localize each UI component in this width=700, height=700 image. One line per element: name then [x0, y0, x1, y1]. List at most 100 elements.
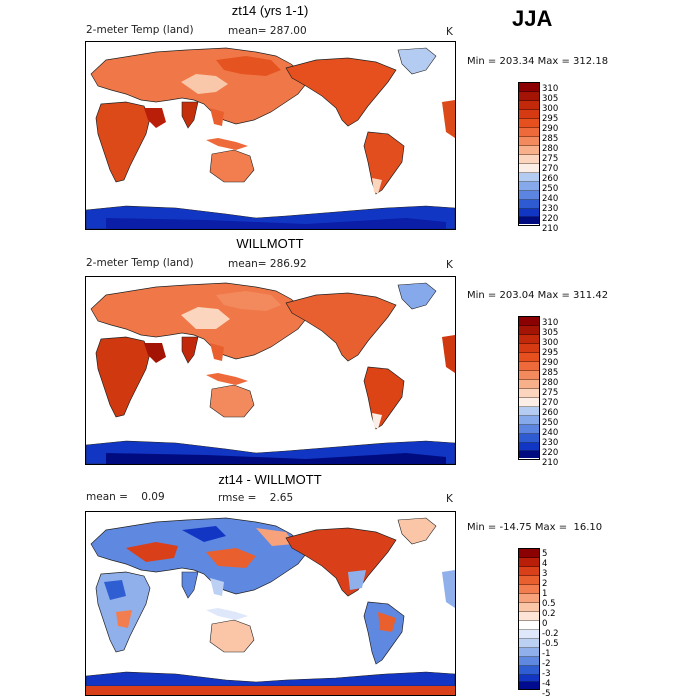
colorbar-tick-label: 280: [542, 378, 559, 388]
panel-1-variable-label: 2-meter Temp (land): [86, 24, 194, 36]
colorbar-tick-label: 250: [542, 418, 559, 428]
panel-3-map: [85, 511, 456, 696]
greenland: [397, 47, 437, 75]
australia-landmass: [209, 149, 255, 183]
colorbar-tick-label: 250: [542, 184, 559, 194]
arabia-landmass: [144, 108, 166, 128]
colorbar-tick-label: 220: [542, 214, 559, 224]
south-america-landmass: [363, 131, 405, 195]
warm-anomaly-patch: [378, 612, 396, 632]
colorbar-tick-label: 3: [542, 569, 548, 579]
colorbar-tick-label: 260: [542, 174, 559, 184]
colorbar-tick-label: 2: [542, 579, 548, 589]
colorbar-tick-label: 305: [542, 94, 559, 104]
colorbar-tick-label: 0: [542, 619, 548, 629]
australia-landmass: [209, 384, 255, 418]
panel-3-colorbar-labels: 5 4 3 2 1 0.5 0.2 0 -0.2 -0.5 -1 -2 -3 -…: [542, 549, 559, 699]
colorbar-tick-label: 275: [542, 388, 559, 398]
southeast-asia: [210, 578, 224, 596]
siberia-warm: [216, 56, 281, 76]
panel-1-mean-label: mean= 287.00: [228, 25, 307, 37]
panel-2-colorbar-labels: 310 305 300 295 290 285 280 275 270 260 …: [542, 318, 558, 468]
panel-2-colorbar: [518, 316, 540, 460]
africa-east-edge: [442, 335, 455, 373]
colorbar-tick-label: 5: [542, 549, 548, 559]
colorbar-tick-label: -5: [542, 689, 551, 699]
antarctica-deep: [106, 218, 446, 229]
colorbar-tick-label: 300: [542, 338, 559, 348]
southeast-asia: [210, 108, 224, 126]
panel-2-unit: K: [446, 259, 453, 271]
colorbar-tick-label: 310: [542, 84, 559, 94]
africa-landmass: [95, 101, 151, 183]
north-america-landmass: [285, 292, 397, 362]
arabia-landmass: [144, 343, 166, 363]
colorbar-tick-label: 295: [542, 114, 559, 124]
asia-europe-landmass: [90, 517, 307, 595]
colorbar-tick-label: 270: [542, 398, 559, 408]
panel-3-map-svg: [86, 517, 455, 695]
panel-2-minmax: Min = 203.04 Max = 311.42: [467, 290, 609, 301]
colorbar-tick-label: 4: [542, 559, 548, 569]
colorbar-tick-label: 220: [542, 448, 559, 458]
south-america-landmass: [363, 366, 405, 430]
south-america-landmass: [363, 601, 405, 665]
north-america-landmass: [285, 57, 397, 127]
colorbar-tick-label: -3: [542, 669, 551, 679]
panel-3-unit: K: [446, 493, 453, 505]
asia-cool-highlands: [181, 74, 228, 94]
cold-anomaly-patch: [104, 580, 126, 600]
colorbar-tick-label: 295: [542, 348, 559, 358]
panel-1-unit: K: [446, 26, 453, 38]
colorbar-tick-label: -2: [542, 659, 551, 669]
india-landmass: [181, 336, 199, 364]
panel-2-mean-label: mean= 286.92: [228, 258, 307, 270]
antarctica-deep: [106, 453, 446, 464]
patagonia: [372, 413, 382, 429]
colorbar-tick-label: 230: [542, 438, 559, 448]
indonesia-islands: [206, 138, 248, 150]
india-landmass: [181, 101, 199, 129]
colorbar-tick-label: -0.5: [542, 639, 559, 649]
panel-3-mean-label: mean = 0.09: [86, 491, 165, 503]
colorbar-tick-label: 0.5: [542, 599, 556, 609]
panel-1-minmax: Min = 203.34 Max = 312.18: [467, 56, 609, 67]
antarctica-landmass: [86, 671, 455, 687]
panel-1-colorbar: [518, 82, 540, 226]
patagonia: [372, 178, 382, 194]
colorbar-tick-label: 310: [542, 318, 559, 328]
panel-2-map: [85, 276, 456, 465]
greenland: [397, 282, 437, 310]
warm-anomaly-patch: [116, 610, 132, 628]
panel-1-title: zt14 (yrs 1-1): [231, 3, 309, 18]
panel-1-map: [85, 41, 456, 230]
panel-3-title: zt14 - WILLMOTT: [218, 472, 322, 487]
warm-anomaly-patch: [126, 542, 178, 562]
north-america-landmass: [285, 527, 397, 597]
colorbar-tick-label: -1: [542, 649, 551, 659]
siberia-mild: [216, 291, 281, 311]
india-landmass: [181, 571, 199, 599]
asia-cool-highlands: [181, 307, 230, 329]
colorbar-tick-label: 230: [542, 204, 559, 214]
colorbar-tick-label: 240: [542, 194, 559, 204]
indonesia-islands: [206, 373, 248, 385]
panel-3-rmse-label: rmse = 2.65: [218, 492, 294, 504]
colorbar-tick-label: 285: [542, 368, 559, 378]
panel-2-title: WILLMOTT: [236, 236, 304, 251]
panel-3-minmax: Min = -14.75 Max = 16.10: [467, 522, 603, 533]
panel-1-colorbar-labels: 310 305 300 295 290 285 280 275 270 260 …: [542, 84, 558, 234]
cold-anomaly-patch: [348, 570, 366, 590]
colorbar-tick-label: 305: [542, 328, 559, 338]
colorbar-tick-label: 290: [542, 124, 559, 134]
southeast-asia: [210, 343, 224, 361]
australia-landmass: [209, 619, 255, 653]
colorbar-tick-label: 280: [542, 144, 559, 154]
colorbar-tick-label: 210: [542, 458, 559, 468]
colorbar-tick-label: 275: [542, 154, 559, 164]
colorbar-tick-label: 260: [542, 408, 559, 418]
panel-3-colorbar: [518, 548, 540, 690]
africa-east-edge: [442, 100, 455, 138]
africa-east-edge: [442, 570, 455, 608]
warm-anomaly-patch: [256, 528, 294, 546]
